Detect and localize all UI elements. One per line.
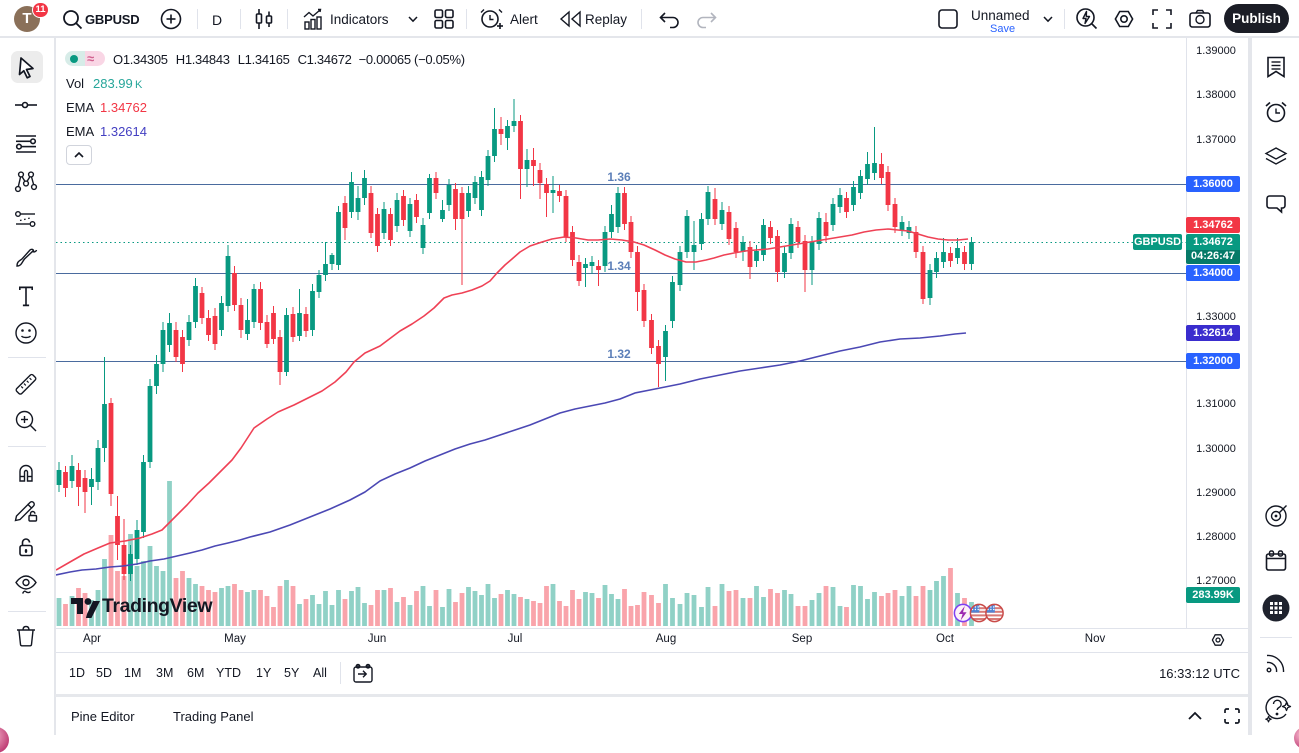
svg-text:TradingView: TradingView: [102, 595, 213, 617]
svg-text:1.34: 1.34: [607, 259, 631, 273]
svg-text:1.36: 1.36: [607, 170, 631, 184]
svg-text:1.32: 1.32: [607, 347, 631, 361]
